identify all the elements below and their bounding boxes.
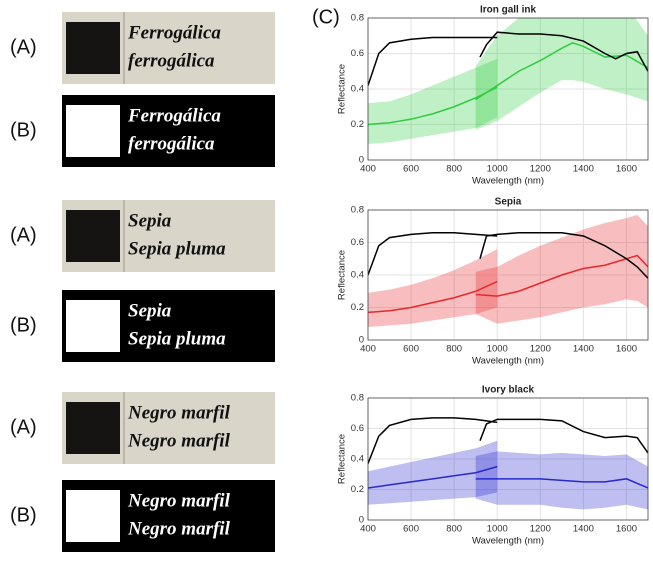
- sample-square: [66, 105, 120, 157]
- line: [475, 42, 648, 101]
- x-tick-label: 1200: [530, 344, 551, 355]
- y-tick-label: 0.2: [351, 119, 364, 130]
- line: [368, 232, 498, 276]
- x-tick-label: 1600: [616, 164, 637, 175]
- sample-square: [66, 300, 120, 352]
- band: [475, 18, 648, 130]
- x-tick-label: 600: [403, 344, 419, 355]
- line: [475, 254, 648, 297]
- handwriting: Ferrogálica: [127, 22, 221, 43]
- band: [368, 58, 498, 145]
- panel-label: (A): [10, 224, 37, 246]
- sample-square: [66, 210, 120, 262]
- panel-label: (A): [10, 36, 37, 58]
- x-tick-label: 800: [446, 344, 462, 355]
- y-tick-label: 0.4: [351, 454, 364, 465]
- x-tick-label: 1600: [616, 524, 637, 535]
- handwriting: Sepia: [128, 210, 172, 231]
- x-tick-label: 1200: [530, 524, 551, 535]
- sample-square: [66, 22, 120, 74]
- handwriting: ferrogálica: [128, 133, 215, 154]
- x-axis-label: Wavelength (nm): [472, 536, 544, 547]
- band: [368, 440, 498, 505]
- panel-label: (B): [10, 314, 37, 336]
- handwriting: Sepia pluma: [128, 238, 226, 259]
- line: [479, 31, 648, 72]
- x-axis-label: Wavelength (nm): [472, 176, 544, 187]
- panel-label: (B): [10, 504, 37, 526]
- x-tick-label: 1400: [573, 524, 594, 535]
- handwriting: Negro marfil: [127, 402, 231, 423]
- line: [368, 465, 498, 489]
- y-tick-label: 0: [359, 515, 364, 526]
- y-axis-label: Reflectance: [337, 64, 348, 114]
- y-tick-label: 0.6: [351, 237, 364, 248]
- axes-frame: [367, 17, 649, 161]
- line: [368, 36, 498, 86]
- y-tick-label: 0.4: [351, 270, 364, 281]
- panel-label: (B): [10, 119, 37, 141]
- sample-square: [66, 490, 120, 542]
- handwriting: Negro marfil: [127, 518, 231, 539]
- sample-square: [66, 402, 120, 454]
- handwriting: Sepia pluma: [128, 328, 226, 349]
- axes-frame: [367, 397, 649, 521]
- handwriting: Negro marfil: [127, 490, 231, 511]
- x-tick-label: 1000: [487, 164, 508, 175]
- y-tick-label: 0.6: [351, 423, 364, 434]
- x-axis-label: Wavelength (nm): [472, 356, 544, 367]
- y-tick-label: 0.8: [351, 13, 364, 24]
- y-tick-label: 0: [359, 335, 364, 346]
- y-tick-label: 0.8: [351, 205, 364, 216]
- line: [479, 232, 648, 279]
- x-tick-label: 600: [403, 524, 419, 535]
- y-axis-label: Reflectance: [337, 250, 348, 300]
- line: [368, 417, 498, 464]
- x-tick-label: 400: [360, 164, 376, 175]
- chart-title: Iron gall ink: [480, 5, 537, 16]
- line: [479, 418, 648, 454]
- line: [368, 86, 498, 126]
- handwriting: Negro marfil: [127, 430, 231, 451]
- y-tick-label: 0.2: [351, 484, 364, 495]
- chart-title: Ivory black: [482, 385, 535, 396]
- chart-title: Sepia: [495, 197, 522, 208]
- panel-label: (A): [10, 416, 37, 438]
- x-tick-label: 1000: [487, 524, 508, 535]
- y-tick-label: 0.8: [351, 393, 364, 404]
- line: [368, 280, 498, 314]
- handwriting: Sepia: [128, 300, 172, 321]
- y-tick-label: 0: [359, 155, 364, 166]
- x-tick-label: 1600: [616, 344, 637, 355]
- x-tick-label: 400: [360, 524, 376, 535]
- x-tick-label: 800: [446, 524, 462, 535]
- x-tick-label: 600: [403, 164, 419, 175]
- band: [475, 214, 648, 324]
- x-tick-label: 1000: [487, 344, 508, 355]
- x-tick-label: 1400: [573, 344, 594, 355]
- x-tick-label: 400: [360, 344, 376, 355]
- line: [475, 478, 648, 489]
- panel-label: (C): [312, 6, 340, 28]
- axes-frame: [367, 209, 649, 341]
- y-tick-label: 0.6: [351, 48, 364, 59]
- x-tick-label: 1400: [573, 164, 594, 175]
- handwriting: ferrogálica: [128, 50, 215, 71]
- y-tick-label: 0.2: [351, 302, 364, 313]
- y-axis-label: Reflectance: [337, 434, 348, 484]
- x-tick-label: 1200: [530, 164, 551, 175]
- x-tick-label: 800: [446, 164, 462, 175]
- band: [368, 249, 498, 327]
- y-tick-label: 0.4: [351, 84, 364, 95]
- handwriting: Ferrogálica: [127, 105, 221, 126]
